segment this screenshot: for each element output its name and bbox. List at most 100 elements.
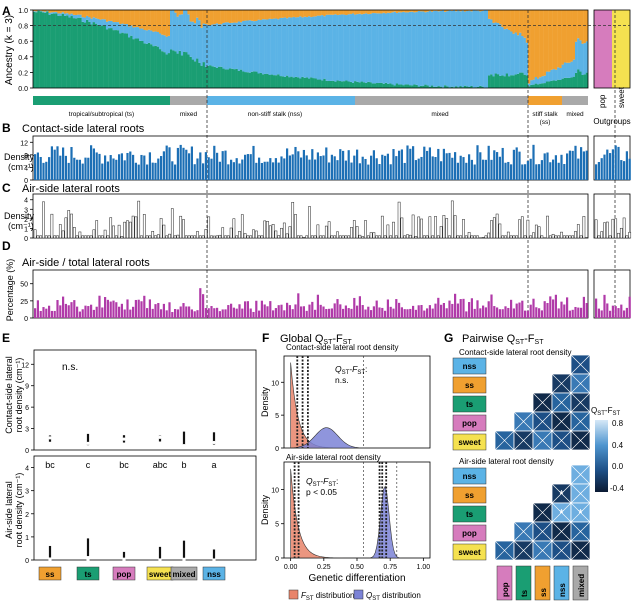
ancestry-bar-segment — [534, 76, 538, 84]
panel-f-ytick-label: 5 — [275, 522, 279, 529]
ancestry-bar-segment — [581, 43, 584, 75]
panel-c-bar — [201, 235, 205, 239]
ancestry-bar-segment — [61, 12, 65, 14]
ancestry-bar-segment — [568, 10, 571, 63]
ancestry-bar-segment — [50, 10, 54, 13]
ancestry-bar-segment — [130, 25, 133, 36]
panel-c-bar — [137, 200, 141, 239]
ancestry-bar-segment — [508, 29, 511, 77]
panel-f-ylabel-1: Density — [260, 494, 270, 525]
panel-c-bar — [361, 236, 365, 239]
ancestry-bar-segment — [387, 83, 390, 88]
panel-b-bar — [179, 144, 182, 180]
ancestry-bar-segment — [419, 10, 423, 12]
ancestry-bar-segment — [279, 76, 282, 88]
ancestry-bar-segment — [411, 11, 414, 86]
panel-d-bar — [628, 296, 631, 318]
panel-b-bar — [126, 152, 129, 180]
ancestry-bar-segment — [244, 72, 247, 88]
ancestry-bar-segment — [37, 10, 40, 88]
panel-c-bar — [518, 219, 521, 239]
ancestry-bar-segment — [371, 10, 375, 14]
ancestry-bar-segment — [178, 50, 182, 88]
panel-d-bar — [609, 310, 612, 318]
panel-d-bar — [260, 300, 263, 318]
panel-d-bar — [454, 293, 457, 318]
panel-e-group-label-ss: ss — [46, 570, 55, 579]
panel-b-bar — [507, 161, 510, 180]
panel-d-bar — [568, 310, 571, 318]
ancestry-bar-segment — [125, 33, 129, 88]
ancestry-bar-segment — [264, 19, 267, 74]
ancestry-bar-segment — [536, 84, 540, 88]
panel-c-bar — [232, 218, 236, 239]
ancestry-bar-segment — [329, 14, 333, 81]
ancestry-bar-segment — [207, 10, 210, 25]
ancestry-bar-segment — [455, 10, 458, 12]
ancestry-bar-segment — [516, 10, 520, 36]
panel-b-bar — [434, 157, 437, 180]
panel-b-bar — [628, 158, 631, 180]
ancestry-bar-segment — [585, 72, 588, 88]
panel-e-top-ylabel-2: root density (cm⁻¹) — [14, 358, 24, 433]
panel-c-bar — [89, 235, 93, 239]
ancestry-bar-segment — [413, 12, 416, 85]
panel-f-letter: F — [262, 331, 269, 345]
panel-b-bar — [266, 161, 269, 180]
violin-median — [86, 558, 90, 562]
ancestry-bar-segment — [461, 87, 465, 88]
ancestry-bar-segment — [503, 76, 506, 88]
ancestry-bar-segment — [235, 10, 238, 23]
ancestry-bar-segment — [492, 10, 495, 23]
ancestry-bar-segment — [413, 84, 416, 88]
panel-b-bar — [297, 151, 300, 180]
panel-f-ytick-label: 0 — [275, 446, 279, 453]
ancestry-bar-segment — [316, 15, 320, 80]
ancestry-bar-segment — [237, 70, 241, 88]
panel-c-bar — [117, 224, 121, 239]
ancestry-bar-segment — [83, 22, 87, 88]
ancestry-bar-segment — [455, 86, 458, 88]
ancestry-bar-segment — [94, 18, 98, 24]
panel-c-bar — [529, 235, 533, 239]
ancestry-bar-segment — [376, 10, 379, 14]
ancestry-bar-segment — [351, 13, 355, 83]
panel-b-bar — [479, 152, 482, 180]
panel-b-bar — [347, 150, 350, 180]
panel-d-bar — [283, 310, 286, 318]
ancestry-bar-segment — [97, 18, 100, 25]
ancestry-bar-segment — [321, 15, 324, 81]
panel-c-bar — [285, 233, 289, 239]
heatmap-row-label-nss: nss — [463, 362, 477, 371]
panel-b-bar — [623, 161, 626, 180]
ancestry-bar-segment — [231, 10, 234, 23]
panel-c-bar — [218, 234, 222, 239]
ancestry-bar-segment — [158, 10, 162, 34]
ancestry-bar-segment — [365, 13, 368, 83]
ancestry-bar-segment — [545, 81, 549, 88]
heatmap-col-box-ts — [515, 565, 532, 601]
panel-b-bar — [445, 153, 448, 180]
ancestry-bar-segment — [376, 83, 379, 88]
ancestry-bar-segment — [519, 10, 522, 33]
panel-c-bar — [397, 201, 401, 239]
ancestry-bar-segment — [156, 46, 160, 88]
ancestry-bar-segment — [228, 10, 232, 24]
panel-d-bar — [428, 305, 431, 318]
panel-c-bar — [560, 231, 563, 239]
heatmap-row-label-nss: nss — [463, 472, 477, 481]
ancestry-bar-segment — [253, 10, 256, 22]
ancestry-bar-segment — [369, 10, 372, 14]
panel-c-bar — [47, 235, 51, 239]
panel-f-curve — [290, 427, 424, 449]
ancestry-bar-segment — [446, 86, 449, 88]
panel-d-bar — [224, 309, 227, 318]
panel-c-bar — [324, 225, 328, 239]
panel-d-bar — [344, 305, 347, 318]
panel-c-bar — [611, 218, 615, 239]
panel-a-y-axis: 0.00.20.40.60.81.0 — [18, 8, 33, 93]
panel-b-bar — [230, 159, 233, 180]
panel-b-bar — [529, 158, 532, 180]
panel-d-bar — [132, 306, 135, 318]
heatmap-col-box-ss — [534, 565, 551, 601]
